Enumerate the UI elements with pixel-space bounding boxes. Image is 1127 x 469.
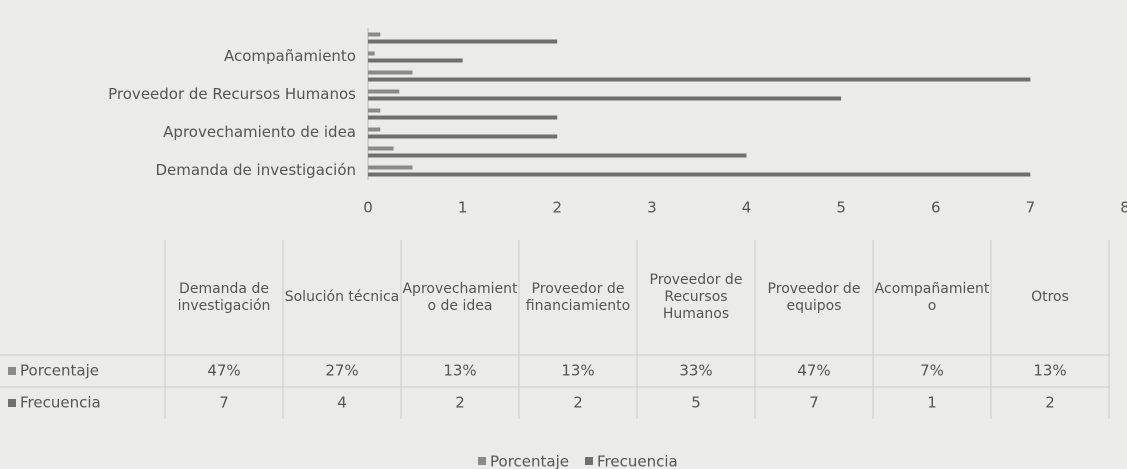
x-tick-label: 2 [552,199,562,217]
bar [368,32,381,37]
bar [368,146,394,151]
bar [368,96,842,101]
table-header-box: Acompañamiento [874,280,990,314]
table-header-box: Otros [1031,289,1069,306]
bar [368,108,381,113]
table-value: 33% [679,362,712,380]
bar [368,134,558,139]
table-value: 7 [219,394,229,412]
bar [368,89,400,94]
x-tick-label: 8 [1120,199,1127,217]
bar [368,115,558,120]
table-value: 27% [325,362,358,380]
table-row-label: Porcentaje [20,362,99,380]
x-tick-label: 4 [742,199,752,217]
table-value: 1 [927,394,937,412]
table-header: Demanda de investigación [177,280,271,314]
bar [368,153,747,158]
x-tick-label: 6 [931,199,941,217]
table-header-box: Proveedor de Recursos Humanos [649,272,743,322]
x-tick-label: 3 [647,199,657,217]
y-tick-label: Aprovechamiento de idea [163,123,356,141]
table-value: 47% [797,362,830,380]
table-header: Solución técnica [284,289,400,306]
table-value: 13% [1033,362,1066,380]
table-header: Proveedor de equipos [767,280,861,314]
bar [368,172,1031,177]
table-header: Acompañamiento [874,280,990,314]
bar [368,70,413,75]
table-header-box: Demanda de investigación [177,280,271,314]
table-header: Aprovechamiento de idea [402,280,518,314]
table-row-label: Frecuencia [20,394,101,412]
x-tick-label: 1 [458,199,468,217]
table-legend-key [8,399,16,407]
bar [368,58,463,63]
x-tick-label: 7 [1026,199,1036,217]
table-value: 2 [573,394,583,412]
y-tick-label: Proveedor de Recursos Humanos [108,85,356,103]
table-value: 7% [920,362,944,380]
y-tick-label: Demanda de investigación [155,161,356,179]
x-tick-label: 5 [836,199,846,217]
x-tick-label: 0 [363,199,373,217]
table-value: 2 [455,394,465,412]
table-header-box: Solución técnica [284,289,400,306]
table-value: 5 [691,394,701,412]
bar [368,127,381,132]
table-value: 47% [207,362,240,380]
bar [368,165,413,170]
table-header: Proveedor de Recursos Humanos [649,272,743,322]
table-header: Proveedor de financiamiento [525,280,631,314]
legend-label: Frecuencia [597,453,678,469]
y-tick-label: Acompañamiento [224,47,356,65]
table-header-box: Proveedor de equipos [767,280,861,314]
table-value: 2 [1045,394,1055,412]
table-value: 4 [337,394,347,412]
table-header-box: Aprovechamiento de idea [402,280,518,314]
table-header-box: Proveedor de financiamiento [525,280,631,314]
legend-key [478,457,486,465]
table-value: 13% [443,362,476,380]
bar [368,51,375,56]
table-value: 7 [809,394,819,412]
bar [368,77,1031,82]
bar [368,39,558,44]
legend-key [584,457,593,465]
table-legend-key [8,367,16,375]
legend-label: Porcentaje [490,453,569,469]
table-header: Otros [1031,289,1069,306]
table-value: 13% [561,362,594,380]
